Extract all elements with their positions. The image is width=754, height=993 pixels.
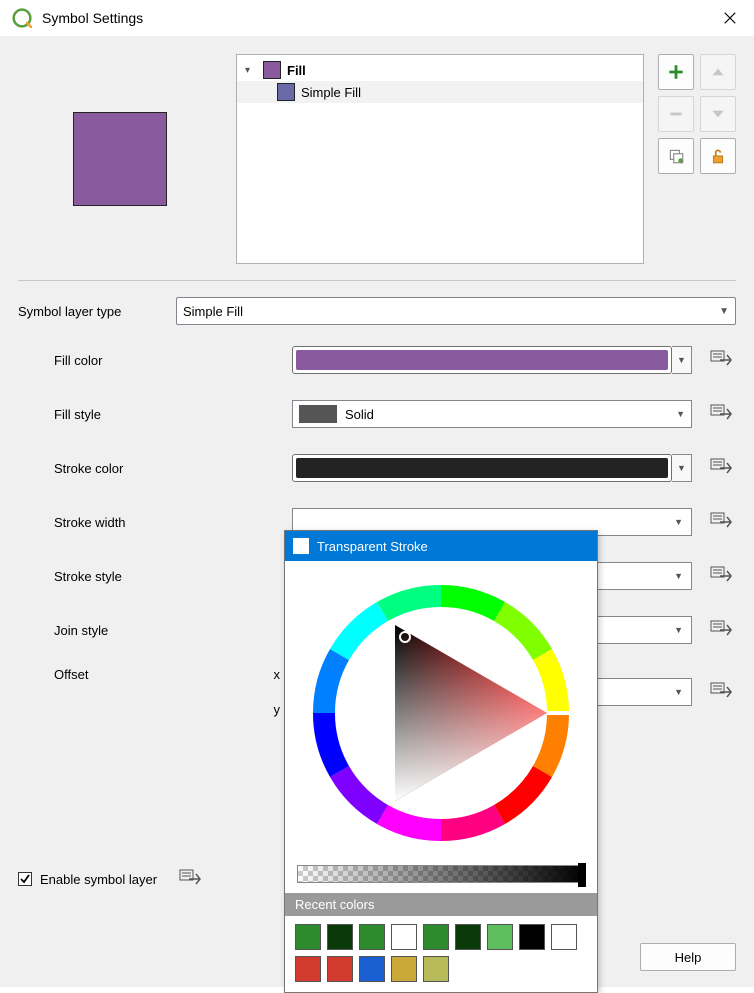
stroke-color-swatch — [296, 458, 668, 478]
layer-row-simple-fill[interactable]: Simple Fill — [237, 81, 643, 103]
recent-color-swatch[interactable] — [551, 924, 577, 950]
layer-row-fill[interactable]: ▾ Fill — [237, 59, 643, 81]
remove-layer-button[interactable] — [658, 96, 694, 132]
recent-color-swatch[interactable] — [519, 924, 545, 950]
data-defined-button[interactable] — [175, 865, 205, 893]
enable-label: Enable symbol layer — [40, 872, 157, 887]
offset-label: Offset — [54, 667, 274, 682]
fill-color-swatch — [296, 350, 668, 370]
recent-color-swatch[interactable] — [423, 924, 449, 950]
symbol-layer-type-row: Symbol layer type Simple Fill ▼ — [18, 297, 736, 325]
data-defined-button[interactable] — [706, 508, 736, 536]
fill-color-row: Fill color ▼ — [54, 343, 736, 377]
offset-x-label: x — [274, 667, 281, 682]
window-title: Symbol Settings — [42, 10, 718, 26]
fill-color-dropdown[interactable]: ▼ — [672, 346, 692, 374]
data-defined-button[interactable] — [706, 678, 736, 706]
move-up-button[interactable] — [700, 54, 736, 90]
enable-checkbox[interactable] — [18, 872, 32, 886]
add-layer-button[interactable] — [658, 54, 694, 90]
popup-header-label: Transparent Stroke — [317, 539, 428, 554]
color-wheel-area[interactable] — [285, 561, 597, 865]
color-wheel-icon[interactable] — [301, 573, 581, 853]
chevron-down-icon: ▼ — [677, 463, 686, 473]
popup-header[interactable]: Transparent Stroke — [285, 531, 597, 561]
chevron-down-icon: ▼ — [677, 355, 686, 365]
stroke-color-label: Stroke color — [54, 461, 292, 476]
combo-value: Solid — [345, 407, 668, 422]
move-down-button[interactable] — [700, 96, 736, 132]
alpha-slider[interactable] — [297, 865, 585, 883]
recent-color-swatch[interactable] — [359, 924, 385, 950]
fill-color-button[interactable] — [292, 346, 672, 374]
fill-color-label: Fill color — [54, 353, 292, 368]
join-style-label: Join style — [54, 623, 292, 638]
recent-color-swatch[interactable] — [295, 924, 321, 950]
recent-color-swatch[interactable] — [391, 956, 417, 982]
recent-color-swatch[interactable] — [391, 924, 417, 950]
chevron-down-icon: ▼ — [674, 571, 683, 581]
combo-value: Simple Fill — [183, 304, 719, 319]
recent-colors-header: Recent colors — [285, 893, 597, 916]
stroke-width-label: Stroke width — [54, 515, 292, 530]
duplicate-layer-button[interactable] — [658, 138, 694, 174]
preview-swatch — [73, 112, 167, 206]
recent-color-swatch[interactable] — [359, 956, 385, 982]
data-defined-button[interactable] — [706, 400, 736, 428]
separator — [18, 280, 736, 281]
alpha-handle[interactable] — [578, 863, 586, 887]
chevron-down-icon: ▼ — [674, 687, 683, 697]
stroke-style-label: Stroke style — [54, 569, 292, 584]
data-defined-button[interactable] — [706, 346, 736, 374]
recent-color-swatch[interactable] — [487, 924, 513, 950]
stroke-color-row: Stroke color ▼ — [54, 451, 736, 485]
expand-icon[interactable]: ▾ — [245, 65, 257, 76]
fill-style-label: Fill style — [54, 407, 292, 422]
layer-swatch — [277, 83, 295, 101]
style-swatch — [299, 405, 337, 423]
enable-symbol-layer-row: Enable symbol layer — [18, 865, 205, 893]
recent-color-swatch[interactable] — [423, 956, 449, 982]
recent-color-swatch[interactable] — [327, 956, 353, 982]
layer-swatch — [263, 61, 281, 79]
fill-style-row: Fill style Solid ▼ — [54, 397, 736, 431]
offset-y-label: y — [274, 702, 281, 717]
stroke-color-button[interactable] — [292, 454, 672, 482]
recent-color-swatch[interactable] — [295, 956, 321, 982]
data-defined-button[interactable] — [706, 562, 736, 590]
layer-label: Simple Fill — [301, 85, 361, 100]
chevron-down-icon: ▼ — [674, 625, 683, 635]
data-defined-button[interactable] — [706, 616, 736, 644]
recent-colors-grid — [285, 916, 597, 992]
recent-color-swatch[interactable] — [327, 924, 353, 950]
transparent-checkbox[interactable] — [293, 538, 309, 554]
chevron-down-icon: ▼ — [674, 517, 683, 527]
symbol-preview — [18, 54, 222, 264]
close-icon[interactable] — [718, 6, 742, 30]
stroke-color-dropdown[interactable]: ▼ — [672, 454, 692, 482]
chevron-down-icon: ▼ — [676, 409, 685, 419]
symbol-layer-type-label: Symbol layer type — [18, 304, 176, 319]
app-logo-icon — [12, 8, 32, 28]
help-button[interactable]: Help — [640, 943, 736, 971]
symbol-layer-type-combo[interactable]: Simple Fill ▼ — [176, 297, 736, 325]
layer-tree[interactable]: ▾ Fill Simple Fill — [236, 54, 644, 264]
chevron-down-icon: ▼ — [719, 306, 729, 317]
lock-layer-button[interactable] — [700, 138, 736, 174]
recent-color-swatch[interactable] — [455, 924, 481, 950]
layer-label: Fill — [287, 63, 306, 78]
fill-style-combo[interactable]: Solid ▼ — [292, 400, 692, 428]
data-defined-button[interactable] — [706, 454, 736, 482]
titlebar: Symbol Settings — [0, 0, 754, 36]
color-picker-popup: Transparent Stroke — [284, 530, 598, 993]
